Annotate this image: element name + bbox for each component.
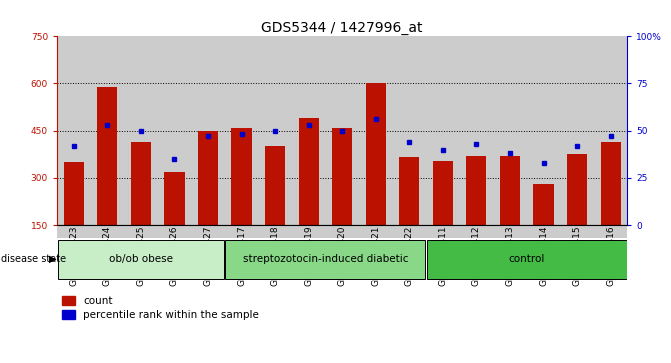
Bar [325,225,359,238]
Bar [594,225,627,238]
Text: GSM1518417: GSM1518417 [237,226,246,286]
Text: ob/ob obese: ob/ob obese [109,254,173,264]
Bar [258,36,292,225]
Bar [91,36,124,225]
Bar [258,225,292,238]
Bar [191,225,225,238]
Bar [426,36,460,225]
Bar [560,36,594,225]
Text: GSM1518424: GSM1518424 [103,226,112,286]
Bar [225,225,258,238]
Bar [225,36,258,225]
Bar [164,172,185,225]
Bar [64,162,84,225]
Text: GSM1518419: GSM1518419 [304,226,313,286]
Text: GSM1518416: GSM1518416 [606,226,615,286]
Bar [332,127,352,225]
Bar [359,36,393,225]
Text: GSM1518413: GSM1518413 [505,226,515,286]
Bar [393,36,426,225]
Text: GSM1518425: GSM1518425 [136,226,146,286]
Bar [366,83,386,225]
Bar [560,225,594,238]
Bar [527,225,560,238]
Bar [399,158,419,225]
Bar [325,36,359,225]
Text: GSM1518418: GSM1518418 [270,226,280,286]
Bar [158,36,191,225]
Text: GSM1518411: GSM1518411 [438,226,448,286]
Bar [97,87,117,225]
Text: streptozotocin-induced diabetic: streptozotocin-induced diabetic [243,254,408,264]
Title: GDS5344 / 1427996_at: GDS5344 / 1427996_at [262,21,423,35]
Text: GSM1518414: GSM1518414 [539,226,548,286]
Text: GSM1518412: GSM1518412 [472,226,481,286]
Bar [57,36,91,225]
Bar [191,36,225,225]
Bar [225,240,425,279]
Bar [567,154,587,225]
Bar [265,146,285,225]
Text: control: control [509,254,545,264]
Bar [493,36,527,225]
Bar [231,127,252,225]
Bar [594,36,627,225]
Bar [426,225,460,238]
Bar [58,240,224,279]
Text: GSM1518421: GSM1518421 [371,226,380,286]
Bar [292,36,325,225]
Bar [292,225,325,238]
Bar [427,240,627,279]
Text: GSM1518427: GSM1518427 [203,226,213,286]
Bar [57,225,91,238]
Bar [460,225,493,238]
Bar [198,131,218,225]
Bar [91,225,124,238]
Bar [124,225,158,238]
Text: GSM1518415: GSM1518415 [572,226,582,286]
Bar [359,225,393,238]
Bar [533,184,554,225]
Text: disease state: disease state [1,254,66,264]
Bar [158,225,191,238]
Bar [299,118,319,225]
Bar [527,36,560,225]
Bar [124,36,158,225]
Bar [460,36,493,225]
Bar [433,160,453,225]
Text: GSM1518426: GSM1518426 [170,226,179,286]
Text: ▶: ▶ [49,254,56,264]
Bar [500,156,520,225]
Bar [601,142,621,225]
Bar [493,225,527,238]
Bar [466,156,486,225]
Legend: count, percentile rank within the sample: count, percentile rank within the sample [62,295,259,320]
Bar [131,142,151,225]
Text: GSM1518420: GSM1518420 [338,226,347,286]
Text: GSM1518423: GSM1518423 [69,226,79,286]
Bar [393,225,426,238]
Text: GSM1518422: GSM1518422 [405,226,414,286]
